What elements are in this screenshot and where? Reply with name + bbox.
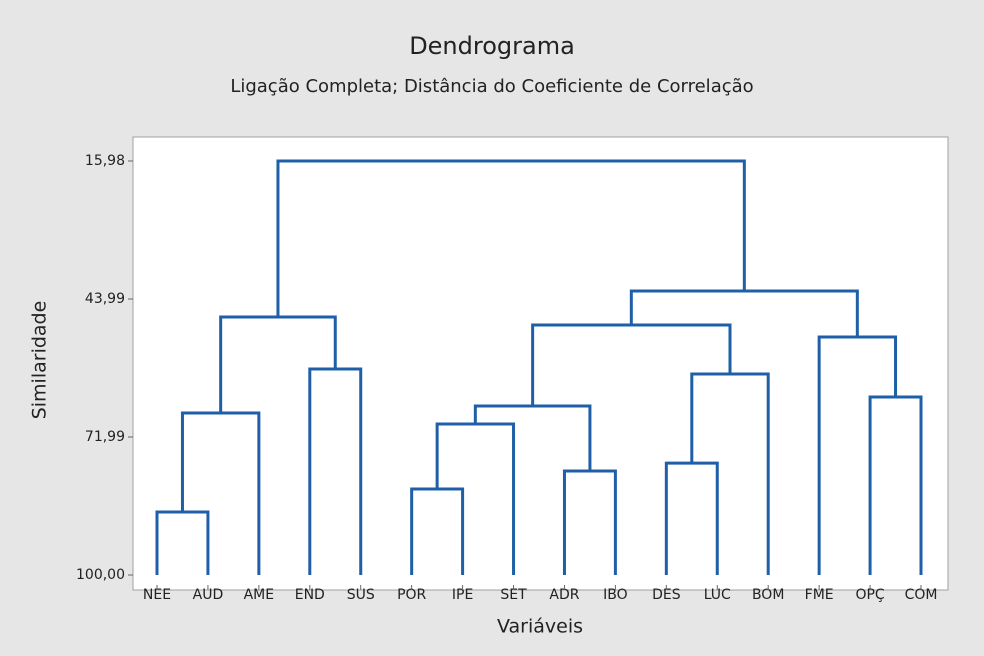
x-tick-label: ADR	[549, 587, 579, 603]
x-axis-label: Variáveis	[497, 616, 583, 638]
x-tick-label: COM	[905, 587, 938, 603]
x-tick-label: IPE	[452, 587, 473, 603]
dendrogram-link	[868, 395, 923, 576]
x-tick-label: END	[295, 587, 325, 603]
x-tick-label: AME	[244, 587, 275, 603]
y-tick-label: 71,99	[85, 429, 125, 445]
dendrogram-link	[531, 323, 732, 407]
dendrogram-link	[219, 315, 337, 414]
dendrogram-link	[629, 289, 859, 338]
y-axis-label: Similaridade	[29, 301, 51, 420]
x-tick-label: FME	[805, 587, 834, 603]
x-tick-label: LUC	[704, 587, 731, 603]
x-tick-label: BOM	[752, 587, 784, 603]
x-tick-label: AUD	[193, 587, 224, 603]
x-tick-label: SUS	[347, 587, 375, 603]
dendrogram-link	[690, 372, 770, 576]
x-tick-label: SET	[500, 587, 527, 603]
x-tick-label: NEE	[143, 587, 171, 603]
plot-area	[132, 136, 949, 591]
x-tick-label: POR	[397, 587, 426, 603]
chart-subtitle: Ligação Completa; Distância do Coeficien…	[230, 76, 753, 97]
dendrogram-link	[308, 367, 363, 576]
x-tick-label: DES	[652, 587, 681, 603]
y-tick-label: 100,00	[76, 567, 125, 583]
y-tick-label: 43,99	[85, 291, 125, 307]
x-tick-label: IBO	[603, 587, 628, 603]
dendrogram-link	[276, 159, 746, 318]
dendrogram-link	[180, 411, 261, 576]
dendrogram-link	[817, 335, 898, 576]
chart-title: Dendrograma	[409, 32, 575, 60]
y-tick-label: 15,98	[85, 153, 125, 169]
x-tick-label: OPÇ	[855, 587, 884, 603]
